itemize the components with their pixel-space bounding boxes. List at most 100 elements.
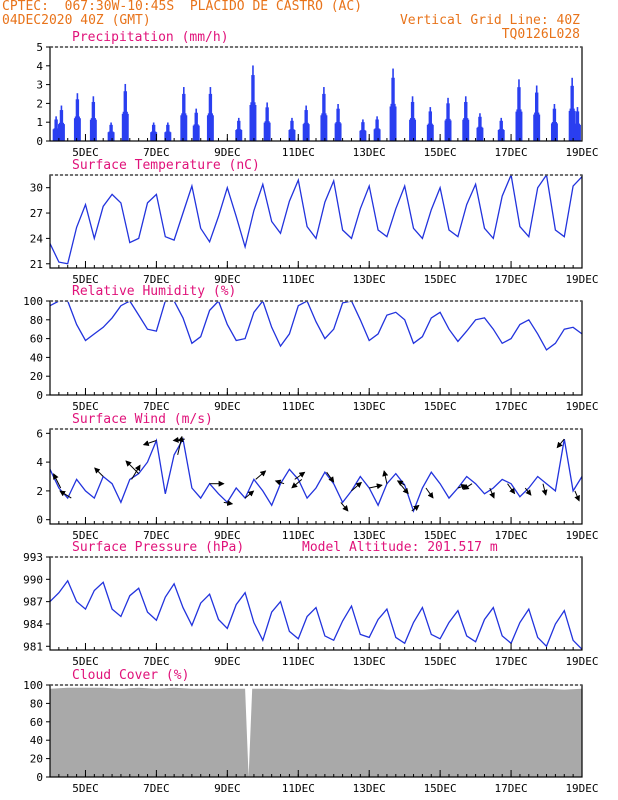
- precip-bar: [576, 107, 579, 141]
- precip-bar: [89, 119, 92, 141]
- precip-bar: [394, 106, 397, 141]
- wind-xtick-label: 19DEC: [565, 529, 598, 542]
- precip-bar: [263, 122, 266, 141]
- humidity-xtick-label: 11DEC: [282, 400, 315, 413]
- pressure-ytick-label: 987: [23, 596, 43, 609]
- precip-bar: [499, 120, 502, 141]
- precip-bar: [449, 118, 451, 141]
- precip-bar: [251, 75, 253, 141]
- precip-bar: [477, 126, 479, 141]
- precip-xtick-label: 13DEC: [353, 146, 386, 159]
- precip-bar: [579, 124, 581, 141]
- precip-bar: [182, 93, 184, 141]
- precip-bar: [92, 96, 95, 141]
- precip-bar: [519, 87, 521, 141]
- precip-bar: [267, 107, 269, 141]
- precip-bar: [480, 116, 482, 141]
- wind-arrow: [411, 504, 420, 512]
- humidity-panel: Relative Humidity (%) 0 20 40 60 80 100 5DEC 7DE…: [23, 284, 598, 413]
- precip-bar: [520, 111, 523, 141]
- pressure-series-line: [50, 579, 582, 650]
- precip-bar: [569, 108, 572, 141]
- precip-bar: [518, 79, 520, 141]
- precip-bar: [252, 65, 254, 141]
- precip-bar: [293, 129, 296, 141]
- precip-bar: [264, 121, 267, 141]
- pressure-ytick-label: 993: [23, 551, 43, 564]
- precip-bar: [57, 128, 59, 141]
- precip-bar: [449, 120, 452, 141]
- temperature-xtick-label: 7DEC: [143, 273, 170, 286]
- precip-bar: [574, 124, 576, 141]
- precip-bar: [93, 101, 96, 141]
- wind-ytick-label: 0: [36, 514, 43, 527]
- wind-xtick-label: 7DEC: [143, 529, 170, 542]
- precip-bar: [339, 122, 341, 141]
- precip-bar: [537, 112, 540, 141]
- precip-bar: [210, 93, 213, 141]
- wind-title: Surface Wind (m/s): [72, 412, 213, 427]
- wind-arrow: [425, 487, 434, 499]
- cloud-xtick-label: 15DEC: [424, 782, 457, 795]
- temperature-ytick-label: 30: [30, 182, 43, 195]
- precip-bar: [61, 110, 64, 141]
- precip-bar: [502, 129, 504, 141]
- precip-bar: [239, 129, 242, 141]
- precip-bar: [409, 119, 411, 141]
- precip-bar: [183, 93, 186, 141]
- precip-bar: [265, 107, 268, 141]
- precip-bar: [237, 120, 239, 141]
- precip-bar: [551, 122, 554, 141]
- precip-bar: [394, 103, 396, 141]
- humidity-series-line: [50, 301, 582, 351]
- temperature-ytick-label: 24: [30, 232, 44, 245]
- temperature-title: Surface Temperature (nC): [72, 158, 260, 173]
- precip-bar: [519, 109, 522, 141]
- pressure-title: Surface Pressure (hPa): [72, 540, 244, 555]
- precip-bar: [337, 104, 339, 141]
- humidity-xtick-label: 13DEC: [353, 400, 386, 413]
- precip-bar: [107, 132, 110, 141]
- precip-bar: [445, 118, 448, 141]
- precip-bar: [534, 112, 536, 141]
- precip-bar: [338, 108, 340, 141]
- precip-bar: [427, 123, 430, 141]
- precip-bar: [112, 131, 114, 141]
- precip-bar: [374, 128, 377, 141]
- header-left-line2: 04DEC2020 40Z (GMT): [2, 13, 151, 28]
- humidity-ytick-label: 40: [30, 351, 43, 364]
- cloud-title: Cloud Cover (%): [72, 668, 189, 683]
- humidity-xtick-label: 5DEC: [72, 400, 99, 413]
- precip-bar: [181, 113, 183, 141]
- precip-bar: [74, 116, 77, 141]
- precip-bar: [392, 68, 394, 141]
- precip-bar: [167, 124, 170, 141]
- precip-bar: [195, 108, 198, 141]
- precip-bar: [378, 129, 381, 141]
- precip-bar: [464, 96, 467, 141]
- cloud-ytick-label: 100: [23, 679, 43, 692]
- precip-bar: [238, 120, 241, 141]
- cloud-ytick-label: 40: [30, 734, 43, 747]
- precip-bar: [94, 118, 96, 141]
- cloud-panel: Cloud Cover (%) 0 20 40 60 80 100 5DEC 7DEC 9DEC 1…: [23, 668, 598, 795]
- wind-arrow: [244, 490, 255, 499]
- precip-bar: [412, 101, 415, 141]
- pressure-xtick-label: 9DEC: [214, 655, 241, 668]
- precip-bar: [109, 124, 112, 141]
- wind-xtick-label: 5DEC: [72, 529, 99, 542]
- precip-bar: [466, 118, 469, 141]
- precip-bar: [151, 124, 154, 141]
- precip-bar: [126, 111, 128, 141]
- wind-xtick-label: 11DEC: [282, 529, 315, 542]
- precip-bar: [535, 92, 537, 141]
- pressure-annotation: Model Altitude: 201.517 m: [302, 540, 498, 555]
- temperature-xtick-label: 13DEC: [353, 273, 386, 286]
- precip-bar: [268, 121, 270, 141]
- precip-bar: [253, 102, 256, 141]
- precip-bar: [196, 112, 198, 141]
- precip-bar: [431, 123, 433, 141]
- precip-bar: [335, 122, 338, 141]
- temperature-ytick-label: 21: [30, 258, 43, 271]
